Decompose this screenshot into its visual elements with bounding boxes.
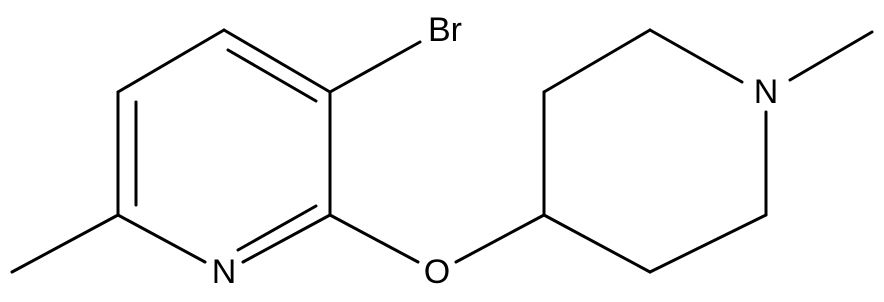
- bond: [236, 204, 318, 252]
- bond: [10, 213, 120, 274]
- atom-label: Br: [428, 11, 462, 49]
- bonds: [10, 28, 874, 274]
- bond: [328, 40, 422, 94]
- bond: [542, 28, 652, 94]
- bond: [648, 28, 744, 84]
- bond: [241, 213, 332, 264]
- atom-label: O: [424, 253, 450, 291]
- bond: [454, 213, 546, 264]
- bond: [116, 213, 207, 264]
- bond: [648, 213, 768, 274]
- bond: [788, 30, 874, 82]
- bond: [542, 213, 652, 274]
- bond: [328, 213, 420, 264]
- bond: [226, 48, 318, 103]
- atom-label: N: [754, 73, 779, 111]
- bond: [222, 28, 332, 94]
- bond: [116, 28, 226, 94]
- atom-label: N: [212, 253, 237, 291]
